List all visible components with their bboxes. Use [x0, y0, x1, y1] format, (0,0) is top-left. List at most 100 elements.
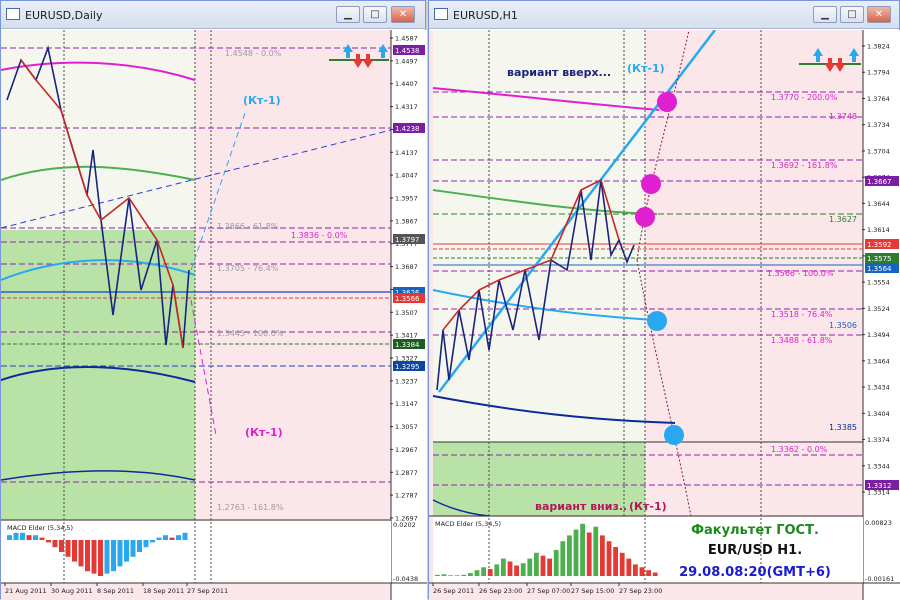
- macd-bar: [501, 558, 506, 576]
- daily-chart-area[interactable]: 1.4548 - 0.0% 1.3866 - 61.8% 1.3836 - 0.…: [1, 30, 427, 600]
- macd-bar: [117, 540, 123, 567]
- level-1618-label: 1.3692 - 161.8%: [771, 161, 838, 170]
- price-tag-label: 1.4538: [395, 47, 420, 55]
- daily-chart-window[interactable]: EURUSD,Daily ▁ □ ✕: [0, 0, 427, 600]
- price-tags: 1.45381.42381.37971.36261.35661.33841.32…: [393, 45, 425, 371]
- macd-bar: [59, 540, 64, 552]
- price-tick-label: 1.4587: [395, 35, 418, 43]
- price-tick-label: 1.3867: [395, 217, 418, 225]
- date-tick-label: 27 Sep 2011: [187, 587, 228, 595]
- maximize-button[interactable]: □: [840, 6, 864, 23]
- macd-bar: [527, 558, 533, 576]
- price-tag: [393, 339, 425, 349]
- price-tag-label: 1.3797: [395, 236, 420, 244]
- macd-bar: [639, 567, 645, 576]
- minimize-button[interactable]: ▁: [813, 6, 837, 23]
- kt-down-label: (Кт-1): [629, 500, 667, 513]
- date-tick-label: 27 Sep 15:00: [571, 587, 614, 595]
- macd-bar: [137, 540, 142, 552]
- macd-bar: [580, 523, 585, 576]
- price-tick-label: 1.3777: [395, 240, 418, 248]
- h1-chart-area[interactable]: вариант вверх... (Кт-1) вариант вниз.. (…: [429, 30, 900, 600]
- macd-bar: [156, 537, 162, 540]
- maximize-button[interactable]: □: [363, 6, 387, 23]
- price-tick-label: 1.4407: [395, 80, 418, 88]
- close-button[interactable]: ✕: [867, 6, 891, 23]
- price-tag: [865, 253, 899, 263]
- macd-bar: [7, 535, 12, 540]
- price-tag: [393, 293, 425, 303]
- macd-bar: [567, 535, 572, 576]
- date-tick-label: 26 Sep 2011: [433, 587, 474, 595]
- macd-bar: [646, 570, 651, 576]
- price-tick-label: 1.3327: [395, 355, 418, 363]
- date-axis: 21 Aug 2011 30 Aug 2011 8 Sep 2011 18 Sep 2…: [4, 583, 228, 595]
- price-tag: [393, 45, 425, 55]
- macd-bar: [593, 526, 599, 576]
- target-up-marker-3: [635, 207, 655, 227]
- macd-bar: [26, 535, 32, 540]
- price-tick-label: 1.3464: [867, 357, 890, 365]
- price-tick-label: 1.3434: [867, 384, 890, 392]
- ma-value-3748: 1.3748: [829, 112, 857, 121]
- minimize-button[interactable]: ▁: [336, 6, 360, 23]
- macd-histogram: [435, 523, 658, 576]
- macd-bar: [619, 552, 625, 576]
- target-down-marker-1: [647, 311, 667, 331]
- macd-bar: [633, 564, 638, 576]
- fibo-0-label: 1.4548 - 0.0%: [225, 49, 282, 58]
- date-tick-label: 18 Sep 2011: [143, 587, 184, 595]
- macd-bar: [520, 563, 526, 576]
- macd-bar: [163, 535, 168, 540]
- macd-bar: [91, 540, 97, 574]
- price-tick-label: 1.4047: [395, 172, 418, 180]
- title-bar[interactable]: EURUSD,H1 ▁ □ ✕: [429, 1, 899, 29]
- kt-top-label: (Кт-1): [243, 94, 281, 107]
- macd-bar: [46, 540, 51, 543]
- price-tick-label: 1.2697: [395, 515, 418, 523]
- trade-arrows-icon[interactable]: [329, 44, 389, 68]
- macd-bar: [130, 540, 136, 557]
- price-tag-label: 1.3312: [867, 482, 892, 490]
- price-tag-label: 1.4238: [395, 125, 420, 133]
- macd-tick-top: 0.0202: [393, 521, 416, 529]
- fibo-1618-label: 1.2763 - 161.8%: [217, 503, 284, 512]
- title-bar[interactable]: EURUSD,Daily ▁ □ ✕: [1, 1, 425, 29]
- price-tick-label: 1.2967: [395, 446, 418, 454]
- chart-window-icon: [6, 8, 20, 20]
- ma-value-3506: 1.3506: [829, 321, 857, 330]
- macd-bar: [78, 540, 84, 567]
- price-tag: [865, 263, 899, 273]
- level-200-label: 1.3770 - 200.0%: [771, 93, 838, 102]
- macd-label: MACD Elder (5,34,5): [7, 524, 73, 532]
- level-0-label: 1.3362 - 0.0%: [771, 445, 828, 454]
- macd-bar: [600, 535, 605, 576]
- price-tick-label: 1.4497: [395, 57, 418, 65]
- macd-bar: [487, 569, 493, 576]
- price-tick-label: 1.3147: [395, 400, 418, 408]
- kt-bottom-label: (Кт-1): [245, 426, 283, 439]
- macd-tick-bottom: -0.00161: [865, 575, 894, 583]
- macd-bar: [553, 549, 559, 576]
- date-tick-label: 27 Sep 07:00: [527, 587, 570, 595]
- price-tag: [865, 480, 899, 490]
- caption-date: 29.08.08:20(GMT+6): [679, 565, 831, 580]
- macd-bar: [13, 532, 19, 540]
- ma-value-3385: 1.3385: [829, 423, 857, 432]
- price-tick-label: 1.4137: [395, 149, 418, 157]
- price-tag: [393, 234, 425, 244]
- price-tick-label: 1.3764: [867, 95, 890, 103]
- macd-bar: [182, 532, 188, 540]
- trade-arrows-icon[interactable]: [799, 48, 861, 72]
- macd-bar: [606, 541, 612, 576]
- macd-bar: [441, 574, 447, 576]
- price-tick-label: 1.3824: [867, 43, 890, 51]
- h1-chart-window[interactable]: EURUSD,H1 ▁ □ ✕: [428, 0, 900, 600]
- price-tag: [393, 123, 425, 133]
- close-button[interactable]: ✕: [391, 6, 415, 23]
- date-tick-label: 8 Sep 2011: [97, 587, 134, 595]
- price-tag-label: 1.3592: [867, 241, 892, 249]
- macd-bar: [72, 540, 77, 562]
- date-tick-label: 30 Aug 2011: [51, 587, 93, 595]
- ma-value-3627: 1.3627: [829, 215, 857, 224]
